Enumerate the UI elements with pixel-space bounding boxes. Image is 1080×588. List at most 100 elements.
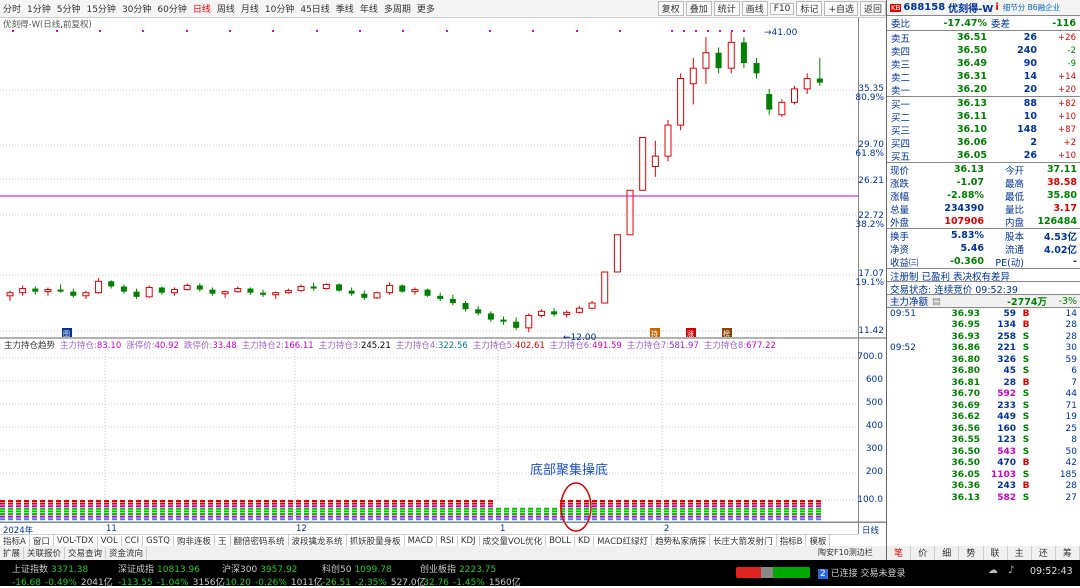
period-tab[interactable]: 更多 [416, 5, 435, 15]
indicator-tab[interactable]: 模板 [806, 535, 831, 546]
indicator-tab[interactable]: 翻倍密码系统 [231, 535, 289, 546]
toolbar-button[interactable]: 叠加 [685, 1, 712, 16]
period-tab[interactable]: 10分钟 [264, 5, 295, 15]
band-segment [616, 502, 621, 505]
indicator-tab[interactable]: MACD红绿灯 [594, 535, 653, 546]
period-tab[interactable]: 季线 [335, 5, 354, 15]
index-name: 深证成指 [118, 565, 155, 575]
toolbar-button[interactable]: 返回 [859, 1, 886, 16]
order-row[interactable]: 买二 36.11 10 +10 [887, 110, 1080, 124]
indicator-tab[interactable]: 王 [215, 535, 231, 546]
period-tab[interactable]: 分时 [3, 5, 22, 15]
info-icon[interactable]: ▤ [932, 295, 941, 307]
right-tab[interactable]: 价 [911, 546, 936, 560]
toolbar-button[interactable]: F10 [769, 2, 795, 15]
order-row[interactable]: 卖五 36.51 26 +26 [887, 31, 1080, 45]
indicator-tab[interactable]: 抓妖股量身板 [347, 535, 405, 546]
cloud-icon[interactable]: ☁ [988, 565, 998, 576]
order-row[interactable]: 买四 36.06 2 +2 [887, 136, 1080, 150]
index-quote[interactable]: 科创50 1099.78 -26.51 -2.35% 527.0亿 [322, 562, 426, 588]
indicator-tab[interactable]: VOL [98, 535, 122, 546]
indicator-tab[interactable]: VOL-TDX [54, 535, 98, 546]
period-tab[interactable]: 年线 [359, 5, 378, 15]
period-tab[interactable]: 日线 [192, 5, 211, 15]
right-tab[interactable]: 势 [959, 546, 984, 560]
indicator-tab[interactable]: KD [575, 535, 595, 546]
chart-marker[interactable] [722, 328, 732, 337]
f10-sidebar-link[interactable]: 陶安F10测边栏 [818, 546, 886, 560]
indicator-tab[interactable]: MACD [405, 535, 438, 546]
extension-tab[interactable]: 资金流向 [106, 547, 148, 559]
order-row[interactable]: 卖二 36.31 14 +14 [887, 70, 1080, 84]
band-segment [320, 510, 325, 513]
index-pct: -0.26% [255, 578, 287, 588]
order-row[interactable]: 买五 36.05 26 +10 [887, 149, 1080, 163]
indicator-tab[interactable]: GSTQ [143, 535, 174, 546]
right-tab[interactable]: 还 [1032, 546, 1056, 560]
extension-tab[interactable]: 交易查询 [65, 547, 107, 559]
indicator-tab[interactable]: 窗口 [30, 535, 54, 546]
indicator-tab[interactable]: 趋势私家病探 [652, 535, 711, 546]
chart-marker[interactable] [686, 328, 696, 337]
indicator-tab[interactable]: 长庄大箭发射门 [710, 535, 777, 546]
main-chart[interactable]: →41.00 ←12.00 图 持 涨 榜 [0, 18, 886, 534]
toolbar-button[interactable]: 画线 [741, 1, 768, 16]
band-segment [592, 515, 597, 518]
indicator-tab[interactable]: KDJ [458, 535, 480, 546]
period-tab[interactable]: 1分钟 [27, 5, 51, 15]
order-row[interactable]: 卖四 36.50 240 -2 [887, 44, 1080, 58]
index-quote[interactable]: 沪深300 3957.92 -10.20 -0.26% 1011亿 [222, 562, 323, 588]
bell-icon[interactable]: ♪ [1008, 565, 1015, 576]
indicator-tab[interactable]: 购非连板 [174, 535, 216, 546]
index-quote[interactable]: 上证指数 3371.38 -16.68 -0.49% 2041亿 [12, 562, 113, 588]
band-segment [456, 502, 461, 505]
register-info[interactable]: 注册制 已盈利 表决权有差异 [887, 268, 1080, 283]
chart-marker[interactable] [650, 328, 660, 337]
indicator-tab[interactable]: RSI [437, 535, 458, 546]
index-name: 沪深300 [222, 565, 258, 575]
band-segment [424, 513, 429, 515]
indicator-tab[interactable]: CCI [122, 535, 144, 546]
stock-links[interactable]: 细节分 B6融企业 [1002, 3, 1061, 12]
right-tab[interactable]: 笔 [887, 546, 912, 560]
right-tab[interactable]: 细 [935, 546, 960, 560]
period-tab[interactable]: 30分钟 [121, 5, 152, 15]
indicator-tab[interactable]: 指标B [777, 535, 807, 546]
right-tab[interactable]: 联 [984, 546, 1008, 560]
right-tab[interactable]: 主 [1008, 546, 1032, 560]
order-row[interactable]: 卖三 36.49 90 -9 [887, 57, 1080, 71]
period-tab[interactable]: 周线 [216, 5, 235, 15]
order-row[interactable]: 买三 36.10 148 +87 [887, 123, 1080, 137]
band-segment [496, 518, 501, 521]
tick-list[interactable]: 09:51 36.93 59 B 14 36.95 134 B 28 36.93 258 S 28 09:… [887, 307, 1080, 514]
period-tab[interactable]: 15分钟 [86, 5, 116, 15]
tick-volume: 449 [997, 412, 1016, 423]
toolbar-button[interactable]: +自选 [824, 1, 858, 16]
right-tab[interactable]: 筹 [1056, 546, 1080, 560]
toolbar-button[interactable]: 统计 [713, 1, 740, 16]
band-segment [376, 510, 381, 513]
extension-tab[interactable]: 扩展 [0, 547, 25, 559]
indicator-tab[interactable]: 成交量VOL优化 [480, 535, 547, 546]
legend-value: 402.61 [515, 341, 545, 350]
extension-tab[interactable]: 关联报价 [24, 547, 66, 559]
chart-marker[interactable] [62, 328, 72, 337]
index-quote[interactable]: 创业板指 2223.75 -32.76 -1.45% 1560亿 [420, 562, 521, 588]
period-tab[interactable]: 5分钟 [56, 5, 81, 15]
order-row[interactable]: 买一 36.13 88 +82 [887, 97, 1080, 111]
toolbar-button[interactable]: 复权 [657, 1, 684, 16]
indicator-tab[interactable]: 指标A [0, 535, 30, 546]
period-tab[interactable]: 45日线 [300, 5, 330, 15]
order-row[interactable]: 卖一 36.20 20 +20 [887, 83, 1080, 97]
toolbar-button[interactable]: 标记 [796, 1, 823, 16]
band-segment [360, 513, 365, 515]
period-tab[interactable]: 月线 [240, 5, 259, 15]
band-segment [672, 500, 677, 502]
indicator-tab[interactable]: 波段擒龙系统 [289, 535, 347, 546]
index-quote[interactable]: 深证成指 10813.96 -113.55 -1.04% 3156亿 [118, 562, 225, 588]
period-tab[interactable]: 60分钟 [157, 5, 187, 15]
order-change: +82 [1058, 98, 1076, 109]
band-segment [136, 502, 141, 505]
period-tab[interactable]: 多周期 [383, 5, 411, 15]
indicator-tab[interactable]: BOLL [546, 535, 575, 546]
